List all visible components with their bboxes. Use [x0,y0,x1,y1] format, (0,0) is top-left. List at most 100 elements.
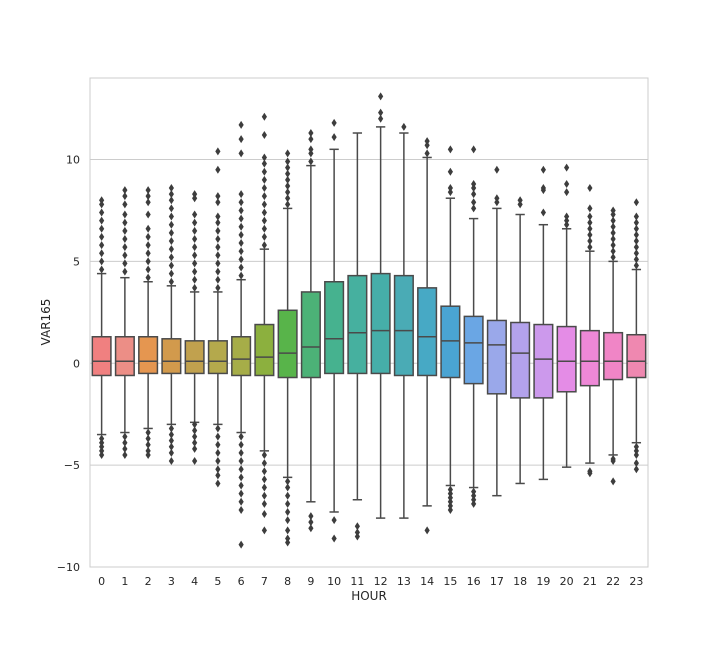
box-iqr [579,329,600,387]
outlier-point [587,204,593,213]
outlier-point [99,200,105,209]
outlier-point [261,241,267,250]
outlier-point [494,198,500,207]
outlier-point [587,224,593,233]
outlier-point [564,216,570,225]
outlier-point [540,165,546,174]
x-axis-label: HOUR [351,589,387,603]
outlier-point [261,184,267,193]
y-tick-label: 10 [66,154,80,167]
x-tick-label: 4 [191,575,198,588]
outlier-point [238,206,244,215]
box-22 [603,206,624,486]
outlier-point [122,251,128,260]
x-tick-label: 16 [467,575,481,588]
outlier-point [122,234,128,243]
outlier-point [192,432,198,441]
outlier-point [145,198,151,207]
plot-area [89,77,649,568]
outlier-point [215,432,221,441]
outlier-point [610,477,616,486]
outlier-point [633,224,639,233]
box-iqr [161,338,182,375]
outlier-point [238,198,244,207]
outlier-point [168,245,174,254]
box-1 [114,186,135,459]
outlier-point [447,497,453,506]
x-tick-label: 14 [420,575,434,588]
outlier-point [261,200,267,209]
outlier-point [587,218,593,227]
x-tick-label: 10 [327,575,341,588]
box-20 [556,163,577,468]
outlier-point [471,495,477,504]
outlier-point [215,448,221,457]
outlier-point [261,131,267,140]
outlier-point [99,232,105,241]
outlier-point [192,190,198,199]
x-tick-label: 17 [490,575,504,588]
outlier-point [447,184,453,193]
outlier-point [192,218,198,227]
outlier-point [331,118,337,127]
outlier-point [192,259,198,268]
outlier-point [285,538,291,547]
outlier-point [168,424,174,433]
outlier-point [215,234,221,243]
gridlines [90,159,648,568]
outlier-point [540,184,546,193]
outlier-point [215,198,221,207]
outlier-point [610,228,616,237]
outlier-point [564,163,570,172]
box-4 [184,190,205,466]
x-tick-label: 9 [307,575,314,588]
outlier-point [261,167,267,176]
outlier-point [238,120,244,129]
x-tick-labels: 0 1 2 3 4 5 6 7 8 9 10 11 12 13 14 15 16 17 18 19 20 21 22 23 [98,575,643,588]
x-tick-label: 19 [536,575,550,588]
outlier-point [145,257,151,266]
outlier-point [308,518,314,527]
outlier-point [471,179,477,188]
outlier-point [192,234,198,243]
outlier-point [471,491,477,500]
x-tick-label: 18 [513,575,527,588]
outlier-point [261,216,267,225]
outlier-point [238,497,244,506]
outlier-point [261,112,267,121]
box-15 [440,145,461,514]
outlier-point [610,206,616,215]
outlier-point [99,257,105,266]
outlier-point [308,129,314,138]
outlier-point [168,261,174,270]
box-17 [486,165,507,497]
outlier-point [540,208,546,217]
outlier-point [424,526,430,535]
outlier-point [261,467,267,476]
outlier-point [610,247,616,256]
outlier-point [308,512,314,521]
box-6 [231,120,252,549]
outlier-point [471,204,477,213]
box-8 [277,149,298,547]
box-iqr [324,281,345,375]
outlier-point [122,432,128,441]
outlier-point [633,446,639,455]
outlier-point [633,255,639,264]
outlier-point [145,232,151,241]
x-tick-label: 11 [350,575,364,588]
outlier-point [122,186,128,195]
outlier-point [331,516,337,525]
outlier-point [168,212,174,221]
outlier-point [238,440,244,449]
outlier-point [215,243,221,252]
outlier-point [238,505,244,514]
outlier-point [285,194,291,203]
box-12 [370,92,391,519]
outlier-point [587,230,593,239]
outlier-point [494,194,500,203]
outlier-point [215,267,221,276]
box-iqr [231,336,252,377]
outlier-point [447,167,453,176]
outlier-point [145,273,151,282]
